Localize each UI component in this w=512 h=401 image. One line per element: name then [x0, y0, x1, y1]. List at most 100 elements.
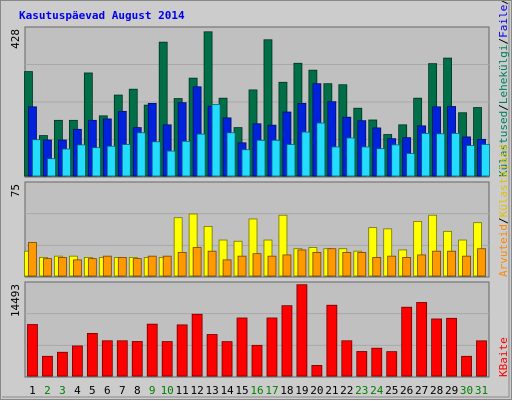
bar-visitors-panel-s1-day-13: [207, 250, 217, 277]
y-max-label: 14493: [9, 284, 22, 317]
x-tick-label-day-17: 17: [265, 384, 278, 397]
bar-visitors-panel-s1-day-1: [28, 242, 37, 277]
legend-separator: /: [497, 104, 510, 111]
bar-kbytes-panel-s0-day-16: [251, 344, 263, 377]
bar-visitors-panel-s1-day-16: [252, 253, 262, 277]
x-tick-label-day-28: 28: [430, 384, 443, 397]
x-tick-label-day-5: 5: [89, 384, 96, 397]
x-tick-label-day-2: 2: [44, 384, 51, 397]
x-tick-label-day-3: 3: [59, 384, 66, 397]
bar-hits-panel-s2-day-9: [151, 141, 161, 177]
bar-hits-panel-s2-day-10: [166, 150, 176, 177]
bar-hits-panel-s2-day-11: [181, 141, 191, 177]
x-tick-label-day-16: 16: [250, 384, 263, 397]
bar-hits-panel-s2-day-23: [361, 146, 371, 177]
bar-visitors-panel-s1-day-14: [222, 259, 232, 277]
bar-hits-panel-s2-day-14: [226, 132, 236, 177]
x-tick-label-day-29: 29: [445, 384, 458, 397]
bar-kbytes-panel-s0-day-10: [161, 341, 173, 377]
bar-kbytes-panel-s0-day-23: [356, 351, 368, 377]
x-tick-label-day-6: 6: [104, 384, 111, 397]
y-max-label: 428: [9, 29, 22, 49]
legend-entry-0: KBaite: [497, 337, 510, 377]
bar-visitors-panel-s1-day-10: [162, 255, 172, 277]
bar-visitors-panel-s1-day-19: [297, 249, 307, 277]
bar-kbytes-panel-s0-day-5: [86, 332, 98, 377]
legend-entry-2: Faile: [497, 5, 510, 38]
chart-title: Kasutuspäevad August 2014: [19, 9, 185, 22]
bar-visitors-panel-s1-day-26: [402, 256, 412, 277]
bar-hits-panel-s2-day-26: [406, 153, 416, 177]
bar-kbytes-panel-s0-day-21: [326, 304, 338, 377]
x-tick-label-day-11: 11: [176, 384, 189, 397]
legend-visitors: Arvuteid/Külastajaid: [497, 145, 510, 277]
bar-hits-panel-s2-day-19: [301, 131, 311, 177]
bar-kbytes-panel-s0-day-14: [221, 341, 233, 377]
bar-visitors-panel-s1-day-5: [87, 258, 97, 277]
bar-hits-panel-s2-day-21: [331, 146, 341, 177]
bar-kbytes-panel-s0-day-12: [191, 313, 203, 377]
x-tick-label-day-14: 14: [220, 384, 234, 397]
bar-hits-panel-s2-day-30: [466, 145, 475, 177]
bar-kbytes-panel-s0-day-28: [431, 318, 443, 377]
x-tick-label-day-22: 22: [340, 384, 353, 397]
legend-separator: /: [497, 38, 510, 45]
x-tick-label-day-31: 31: [475, 384, 488, 397]
x-tick-label-day-7: 7: [119, 384, 126, 397]
bar-visitors-panel-s1-day-25: [387, 255, 397, 277]
bar-hits-panel-s2-day-6: [106, 145, 116, 177]
bar-hits-panel-s2-day-13: [211, 104, 221, 177]
bar-kbytes-panel-s0-day-4: [71, 345, 83, 377]
x-tick-label-day-10: 10: [161, 384, 174, 397]
x-tick-label-day-19: 19: [295, 384, 308, 397]
legend-separator: /: [497, 1, 510, 5]
bar-visitors-panel-s1-day-9: [147, 255, 157, 277]
x-tick-label-day-1: 1: [29, 384, 36, 397]
bar-visitors-panel-s1-day-29: [447, 250, 456, 277]
bar-hits-panel-s2-day-3: [62, 148, 71, 177]
bar-hits-panel-s2-day-2: [47, 158, 56, 177]
legend-kbytes: KBaite: [497, 337, 510, 377]
legend-separator: /: [497, 217, 510, 224]
x-tick-label-day-13: 13: [205, 384, 218, 397]
bar-visitors-panel-s1-day-4: [72, 259, 82, 277]
bar-kbytes-panel-s0-day-30: [461, 355, 472, 377]
x-tick-label-day-18: 18: [280, 384, 293, 397]
legend-hits: Külastused/Lehekülgi/Faile/Pöördumisi: [497, 1, 510, 177]
bar-hits-panel-s2-day-5: [91, 147, 101, 177]
bar-visitors-panel-s1-day-15: [237, 255, 247, 277]
bar-kbytes-panel-s0-day-1: [27, 324, 38, 377]
x-tick-label-day-26: 26: [400, 384, 413, 397]
bar-visitors-panel-s1-day-17: [267, 255, 277, 277]
bar-hits-panel-s2-day-1: [32, 139, 41, 177]
frame-bevel: [2, 2, 510, 398]
bar-hits-panel-s2-day-25: [391, 144, 401, 177]
bar-visitors-panel-s1-day-7: [117, 256, 127, 277]
bar-hits-panel-s2-day-17: [271, 139, 281, 177]
bar-visitors-panel-s1-day-11: [177, 252, 187, 277]
bar-hits-panel-s2-day-22: [346, 137, 356, 177]
bar-visitors-panel-s1-day-24: [372, 256, 382, 277]
bar-visitors-panel-s1-day-21: [327, 248, 337, 277]
legend-entry-0: Külastused: [497, 111, 510, 177]
bar-kbytes-panel-s0-day-11: [176, 324, 188, 377]
x-tick-label-day-20: 20: [310, 384, 323, 397]
bar-visitors-panel-s1-day-20: [312, 252, 322, 277]
bar-kbytes-panel-s0-day-22: [341, 340, 353, 377]
y-max-label: 75: [9, 184, 22, 197]
x-tick-label-day-8: 8: [134, 384, 141, 397]
bar-hits-panel-s2-day-7: [121, 144, 131, 177]
bar-hits-panel-s2-day-29: [451, 133, 460, 177]
bar-visitors-panel-s1-day-18: [282, 254, 292, 277]
bar-kbytes-panel-s0-day-24: [371, 347, 383, 377]
bar-kbytes-panel-s0-day-13: [206, 334, 218, 377]
x-tick-label-day-9: 9: [149, 384, 156, 397]
bar-hits-panel-s2-day-28: [436, 133, 446, 177]
legend-entry-1: Külastajaid: [497, 145, 510, 218]
bar-visitors-panel-s1-day-3: [58, 256, 67, 277]
bar-kbytes-panel-s0-day-7: [116, 340, 128, 377]
legend-entry-0: Arvuteid: [497, 224, 510, 277]
bar-kbytes-panel-s0-day-20: [311, 365, 323, 377]
bar-kbytes-panel-s0-day-2: [42, 355, 53, 377]
x-tick-label-day-21: 21: [325, 384, 338, 397]
